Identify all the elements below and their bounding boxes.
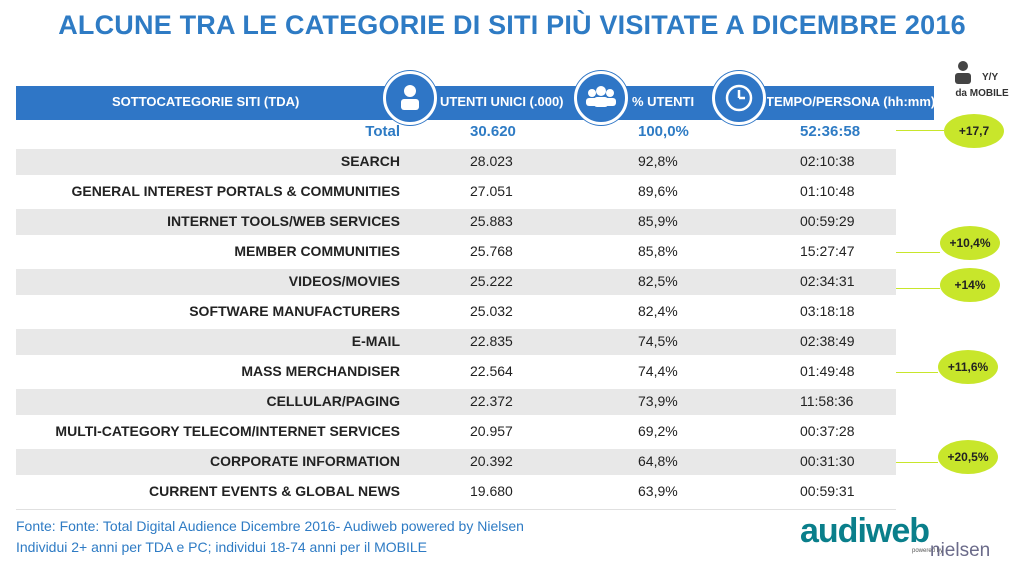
- clock-icon: [712, 71, 766, 125]
- table-row: CELLULAR/PAGING 22.372 73,9% 11:58:36: [16, 389, 896, 415]
- row-category: MULTI-CATEGORY TELECOM/INTERNET SERVICES: [55, 423, 400, 439]
- row-time: 00:31:30: [800, 453, 855, 469]
- row-category: CURRENT EVENTS & GLOBAL NEWS: [149, 483, 400, 499]
- row-users: 25.768: [470, 243, 513, 259]
- footer-divider: [16, 509, 896, 510]
- table-row-total: Total 30.620 100,0% 52:36:58: [16, 121, 896, 147]
- total-pct: 100,0%: [638, 123, 689, 140]
- table-row: VIDEOS/MOVIES 25.222 82,5% 02:34:31: [16, 269, 896, 295]
- row-pct: 63,9%: [638, 483, 678, 499]
- row-category: INTERNET TOOLS/WEB SERVICES: [167, 213, 400, 229]
- table-row: MEMBER COMMUNITIES 25.768 85,8% 15:27:47: [16, 239, 896, 265]
- row-users: 19.680: [470, 483, 513, 499]
- total-label: Total: [365, 123, 400, 140]
- total-users: 30.620: [470, 123, 516, 140]
- header-pct: % UTENTI: [632, 94, 695, 109]
- row-category: MASS MERCHANDISER: [241, 363, 400, 379]
- badge-mass-merchandiser: +11,6%: [938, 350, 998, 384]
- row-category: CORPORATE INFORMATION: [209, 453, 400, 469]
- row-category: VIDEOS/MOVIES: [288, 273, 400, 289]
- badge-connector: [896, 462, 938, 463]
- footer-source: Fonte: Fonte: Total Digital Audience Dic…: [16, 518, 524, 534]
- row-category: MEMBER COMMUNITIES: [234, 243, 400, 259]
- table-row: CORPORATE INFORMATION 20.392 64,8% 00:31…: [16, 449, 896, 475]
- header-category: SOTTOCATEGORIE SITI (TDA): [112, 94, 300, 109]
- row-time: 02:10:38: [800, 153, 855, 169]
- mobile-yy-label: Y/Y: [982, 72, 999, 83]
- table-row: E-MAIL 22.835 74,5% 02:38:49: [16, 329, 896, 355]
- row-category: E-MAIL: [351, 333, 400, 349]
- badge-videos-movies: +14%: [940, 268, 1000, 302]
- row-users: 20.957: [470, 423, 513, 439]
- person-icon: [955, 61, 971, 84]
- row-time: 00:59:31: [800, 483, 855, 499]
- page-title: ALCUNE TRA LE CATEGORIE DI SITI PIÙ VISI…: [58, 10, 966, 40]
- row-users: 22.372: [470, 393, 513, 409]
- row-users: 20.392: [470, 453, 513, 469]
- table-row: GENERAL INTEREST PORTALS & COMMUNITIES 2…: [16, 179, 896, 205]
- row-pct: 74,5%: [638, 333, 678, 349]
- table-row: MASS MERCHANDISER 22.564 74,4% 01:49:48: [16, 359, 896, 385]
- row-pct: 82,4%: [638, 303, 678, 319]
- header-time: TEMPO/PERSONA (hh:mm): [766, 94, 936, 109]
- table-row: MULTI-CATEGORY TELECOM/INTERNET SERVICES…: [16, 419, 896, 445]
- badge-connector: [896, 288, 940, 289]
- badge-connector: [896, 252, 940, 253]
- header-users: UTENTI UNICI (.000): [440, 94, 564, 109]
- table-row: CURRENT EVENTS & GLOBAL NEWS 19.680 63,9…: [16, 479, 896, 505]
- table-row: SOFTWARE MANUFACTURERS 25.032 82,4% 03:1…: [16, 299, 896, 325]
- row-pct: 89,6%: [638, 183, 678, 199]
- row-pct: 85,9%: [638, 213, 678, 229]
- row-pct: 82,5%: [638, 273, 678, 289]
- row-pct: 92,8%: [638, 153, 678, 169]
- badge-member-communities: +10,4%: [940, 226, 1000, 260]
- row-users: 27.051: [470, 183, 513, 199]
- row-users: 22.564: [470, 363, 513, 379]
- row-users: 25.883: [470, 213, 513, 229]
- row-time: 00:59:29: [800, 213, 855, 229]
- row-pct: 69,2%: [638, 423, 678, 439]
- row-category: GENERAL INTEREST PORTALS & COMMUNITIES: [71, 183, 401, 199]
- footer-note: Individui 2+ anni per TDA e PC; individu…: [16, 539, 428, 555]
- nielsen-logo: nielsen: [930, 540, 991, 561]
- row-users: 25.032: [470, 303, 513, 319]
- mobile-source-label: da MOBILE: [955, 88, 1009, 99]
- row-category: SEARCH: [340, 153, 400, 169]
- row-users: 28.023: [470, 153, 513, 169]
- row-users: 25.222: [470, 273, 513, 289]
- row-pct: 73,9%: [638, 393, 678, 409]
- group-icon: [574, 71, 628, 125]
- row-pct: 85,8%: [638, 243, 678, 259]
- badge-total: +17,7: [944, 114, 1004, 148]
- total-time: 52:36:58: [800, 123, 861, 140]
- row-time: 03:18:18: [800, 303, 855, 319]
- row-time: 11:58:36: [800, 393, 854, 409]
- table-row: INTERNET TOOLS/WEB SERVICES 25.883 85,9%…: [16, 209, 896, 235]
- audiweb-logo: audiweb: [800, 512, 930, 550]
- table-header-bar: [16, 86, 934, 120]
- person-icon: [383, 71, 437, 125]
- badge-connector: [896, 130, 944, 131]
- row-category: CELLULAR/PAGING: [266, 393, 400, 409]
- row-time: 01:10:48: [800, 183, 855, 199]
- row-time: 02:38:49: [800, 333, 855, 349]
- row-users: 22.835: [470, 333, 513, 349]
- table-row: SEARCH 28.023 92,8% 02:10:38: [16, 149, 896, 175]
- row-time: 01:49:48: [800, 363, 855, 379]
- row-pct: 64,8%: [638, 453, 678, 469]
- row-pct: 74,4%: [638, 363, 678, 379]
- row-time: 00:37:28: [800, 423, 855, 439]
- row-time: 02:34:31: [800, 273, 855, 289]
- row-time: 15:27:47: [800, 243, 855, 259]
- logo-powered-by: powered by: [912, 548, 944, 554]
- row-category: SOFTWARE MANUFACTURERS: [189, 303, 400, 319]
- badge-connector: [896, 372, 938, 373]
- badge-corporate-information: +20,5%: [938, 440, 998, 474]
